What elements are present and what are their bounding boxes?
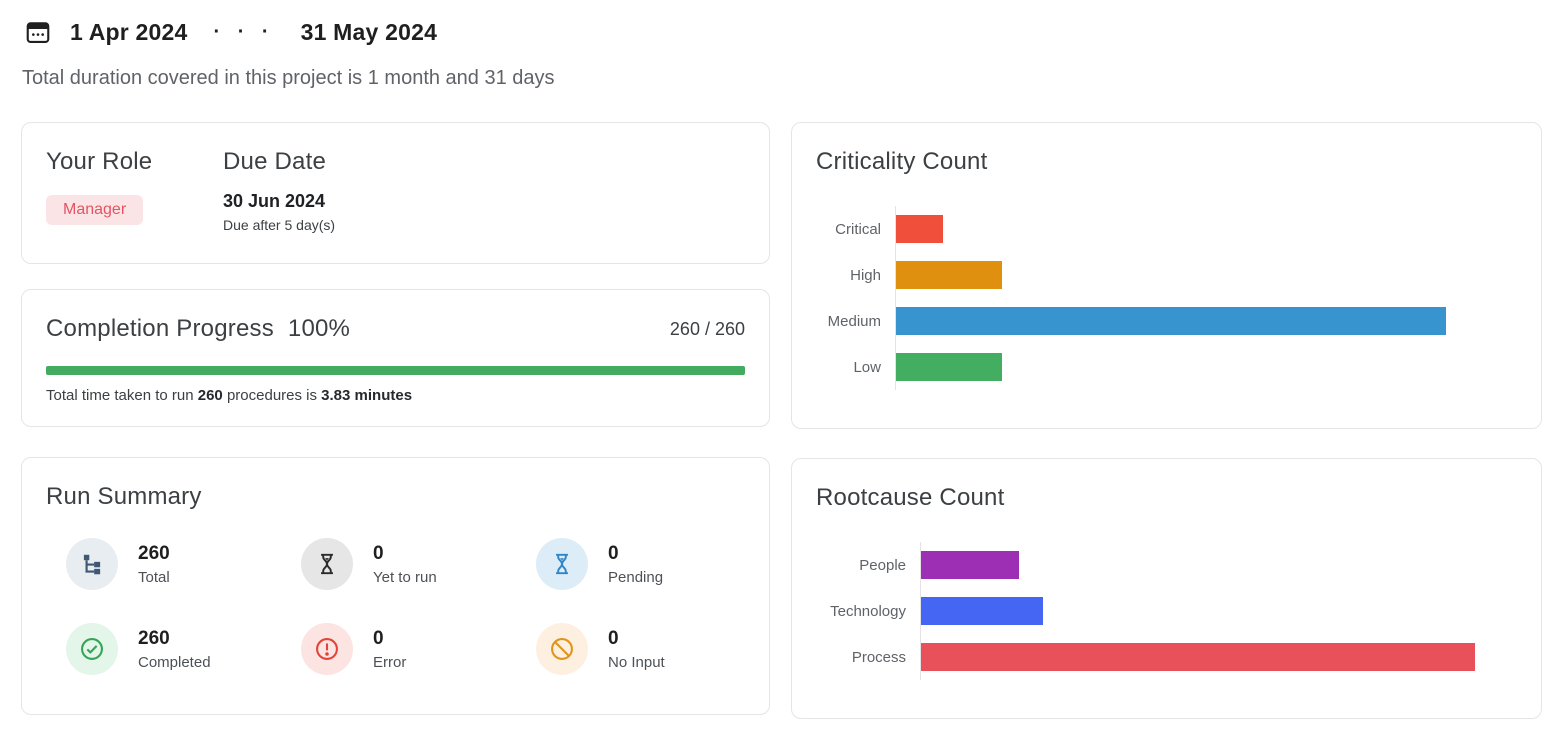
chart-row: High xyxy=(816,252,1517,298)
stat-total: 260 Total xyxy=(66,538,301,590)
stat-no-input: 0 No Input xyxy=(536,623,771,675)
dashboard-page: 1 Apr 2024 · · · 31 May 2024 Total durat… xyxy=(21,18,1542,719)
note-time: 3.83 minutes xyxy=(321,387,413,404)
stat-error: 0 Error xyxy=(301,623,536,675)
chart-row: People xyxy=(816,542,1517,588)
progress-percent: 100% xyxy=(287,315,351,342)
plot-area xyxy=(920,634,1517,680)
criticality-card: Criticality Count Critical High Medium Low xyxy=(791,122,1542,429)
stat-text: 0 Pending xyxy=(608,543,663,586)
progress-title: Completion Progress 100% xyxy=(46,315,350,343)
left-column: Your Role Manager Due Date 30 Jun 2024 D… xyxy=(21,122,770,715)
role-due-card: Your Role Manager Due Date 30 Jun 2024 D… xyxy=(21,122,770,264)
plot-area xyxy=(895,206,1517,252)
alert-circle-icon xyxy=(301,623,353,675)
category-label: People xyxy=(859,556,906,574)
due-date-title: Due Date xyxy=(223,148,326,175)
plot-area xyxy=(895,298,1517,344)
end-date[interactable]: 31 May 2024 xyxy=(300,18,438,45)
progress-track xyxy=(46,366,745,375)
bar-people[interactable] xyxy=(921,551,1020,579)
stat-value: 260 xyxy=(138,542,170,564)
run-summary-title: Run Summary xyxy=(46,483,202,510)
note-count: 260 xyxy=(197,387,223,404)
stat-text: 0 Yet to run xyxy=(373,543,437,586)
bar-critical[interactable] xyxy=(896,215,943,243)
chart-row: Technology xyxy=(816,588,1517,634)
plot-area xyxy=(920,588,1517,634)
rootcause-title: Rootcause Count xyxy=(816,484,1005,511)
category-label: Technology xyxy=(830,602,906,620)
rootcause-card: Rootcause Count People Technology Process xyxy=(791,458,1542,719)
due-date-value: 30 Jun 2024 xyxy=(223,191,326,211)
your-role-title: Your Role xyxy=(46,148,153,175)
chart-row: Low xyxy=(816,344,1517,390)
due-date-section: Due Date 30 Jun 2024 Due after 5 day(s) xyxy=(223,148,335,238)
check-circle-icon xyxy=(66,623,118,675)
stat-label: Error xyxy=(373,653,407,671)
stat-value: 0 xyxy=(373,627,384,649)
category-label: Process xyxy=(851,648,906,666)
stat-value: 0 xyxy=(608,627,619,649)
progress-fill xyxy=(46,366,745,375)
category-label: Critical xyxy=(835,220,881,238)
stat-label: Total xyxy=(138,568,170,586)
calendar-icon[interactable] xyxy=(24,18,52,46)
stat-value: 260 xyxy=(138,627,170,649)
start-date[interactable]: 1 Apr 2024 xyxy=(70,18,188,45)
tree-icon xyxy=(66,538,118,590)
criticality-title: Criticality Count xyxy=(816,148,988,175)
stat-value: 0 xyxy=(608,542,619,564)
bar-medium[interactable] xyxy=(896,307,1446,335)
stat-label: No Input xyxy=(608,653,665,671)
bar-technology[interactable] xyxy=(921,597,1044,625)
progress-title-text: Completion Progress xyxy=(46,315,274,342)
bar-process[interactable] xyxy=(921,643,1476,671)
chart-row: Critical xyxy=(816,206,1517,252)
role-badge: Manager xyxy=(46,195,144,225)
cards-grid: Your Role Manager Due Date 30 Jun 2024 D… xyxy=(21,122,1542,719)
date-range-separator: · · · xyxy=(213,20,275,43)
due-note: Due after 5 day(s) xyxy=(223,217,336,233)
plot-area xyxy=(920,542,1517,588)
ban-icon xyxy=(536,623,588,675)
category-label: Medium xyxy=(827,312,881,330)
right-column: Criticality Count Critical High Medium Low … xyxy=(791,122,1542,719)
criticality-chart: Critical High Medium Low xyxy=(816,206,1517,390)
duration-summary: Total duration covered in this project i… xyxy=(22,67,555,89)
run-summary-card: Run Summary 260 Total 0 Yet to run 0 Pending 2… xyxy=(21,457,770,715)
stat-text: 0 No Input xyxy=(608,628,665,671)
category-label: High xyxy=(850,266,881,284)
stat-text: 260 Completed xyxy=(138,628,211,671)
stat-text: 0 Error xyxy=(373,628,406,671)
note-text: Total time taken to run xyxy=(46,387,198,404)
chart-row: Process xyxy=(816,634,1517,680)
stat-pending: 0 Pending xyxy=(536,538,771,590)
hourglass-icon xyxy=(301,538,353,590)
note-text: procedures is xyxy=(222,387,322,404)
run-summary-grid: 260 Total 0 Yet to run 0 Pending 260 Completed 0… xyxy=(66,538,745,675)
stat-label: Yet to run xyxy=(373,568,437,586)
stat-text: 260 Total xyxy=(138,543,170,586)
stat-yet-to-run: 0 Yet to run xyxy=(301,538,536,590)
bar-low[interactable] xyxy=(896,353,1002,381)
category-label: Low xyxy=(853,358,881,376)
completion-progress-card: Completion Progress 100% 260 / 260 Total … xyxy=(21,289,770,427)
stat-value: 0 xyxy=(373,542,384,564)
header: 1 Apr 2024 · · · 31 May 2024 Total durat… xyxy=(21,18,1542,90)
progress-ratio: 260 / 260 xyxy=(669,318,745,339)
date-range: 1 Apr 2024 · · · 31 May 2024 xyxy=(21,18,1542,46)
stat-label: Pending xyxy=(608,568,664,586)
progress-header: Completion Progress 100% 260 / 260 xyxy=(46,315,745,343)
plot-area xyxy=(895,252,1517,298)
hourglass-icon xyxy=(536,538,588,590)
plot-area xyxy=(895,344,1517,390)
role-section: Your Role Manager xyxy=(46,148,223,238)
bar-high[interactable] xyxy=(896,261,1002,289)
time-note: Total time taken to run 260 procedures i… xyxy=(46,387,745,404)
chart-row: Medium xyxy=(816,298,1517,344)
stat-label: Completed xyxy=(138,653,211,671)
stat-completed: 260 Completed xyxy=(66,623,301,675)
rootcause-chart: People Technology Process xyxy=(816,542,1517,680)
